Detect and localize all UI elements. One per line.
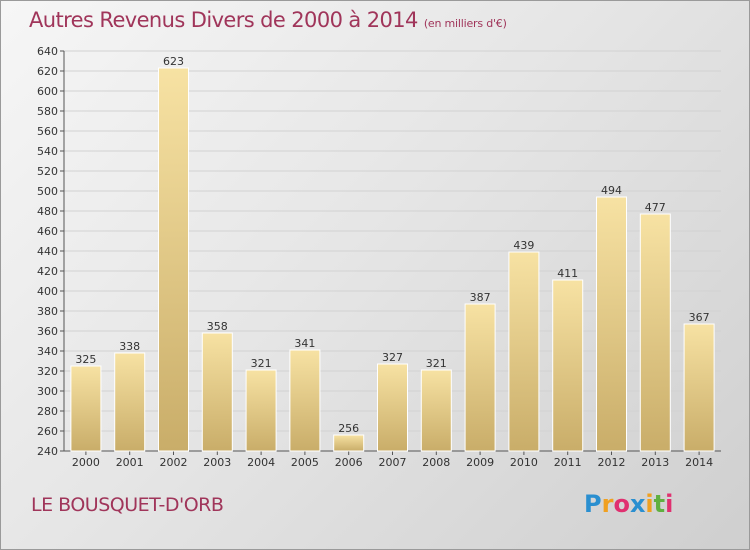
data-label: 321 xyxy=(251,357,272,370)
y-tick-label: 280 xyxy=(37,405,58,418)
logo-letter: r xyxy=(601,490,614,518)
logo-letter: t xyxy=(653,490,666,518)
x-tick-label: 2010 xyxy=(510,456,538,469)
data-label: 327 xyxy=(382,351,403,364)
bar-2009 xyxy=(464,303,496,452)
data-label: 321 xyxy=(426,357,447,370)
x-tick-label: 2003 xyxy=(203,456,231,469)
x-tick-label: 2000 xyxy=(72,456,100,469)
y-tick-label: 420 xyxy=(37,265,58,278)
bar-2001 xyxy=(114,352,146,452)
x-tick-label: 2011 xyxy=(554,456,582,469)
y-tick-label: 460 xyxy=(37,225,58,238)
data-label: 338 xyxy=(119,340,140,353)
data-label: 341 xyxy=(294,337,315,350)
data-label: 494 xyxy=(601,184,622,197)
x-tick-label: 2012 xyxy=(598,456,626,469)
bar-2007 xyxy=(377,363,408,452)
bar-2010 xyxy=(508,251,540,452)
bar-2005 xyxy=(289,349,321,452)
x-tick-label: 2001 xyxy=(116,456,144,469)
x-tick-label: 2002 xyxy=(160,456,188,469)
y-tick-label: 360 xyxy=(37,325,58,338)
bar-2012 xyxy=(596,196,627,452)
y-tick-label: 400 xyxy=(37,285,58,298)
y-tick-label: 520 xyxy=(37,165,58,178)
proxiti-logo[interactable]: Proxiti xyxy=(584,490,673,518)
x-tick-label: 2005 xyxy=(291,456,319,469)
logo-letter: x xyxy=(629,490,646,518)
x-tick-label: 2009 xyxy=(466,456,494,469)
y-tick-label: 580 xyxy=(37,105,58,118)
bar-2000 xyxy=(70,365,102,452)
bar-2002 xyxy=(158,67,189,452)
bar-2013 xyxy=(639,213,671,452)
data-label: 367 xyxy=(689,311,710,324)
data-label: 358 xyxy=(207,320,228,333)
y-tick-label: 620 xyxy=(37,65,58,78)
bars xyxy=(70,67,715,452)
x-tick-label: 2013 xyxy=(641,456,669,469)
y-tick-label: 260 xyxy=(37,425,58,438)
bar-2014 xyxy=(683,323,715,452)
bar-2004 xyxy=(245,369,277,452)
bar-2008 xyxy=(420,369,452,452)
logo-letter: i xyxy=(645,490,654,518)
bar-2006 xyxy=(333,434,365,452)
y-tick-label: 440 xyxy=(37,245,58,258)
data-label: 256 xyxy=(338,422,359,435)
y-tick-label: 640 xyxy=(37,45,58,58)
logo-letter: i xyxy=(665,490,674,518)
labels: 240 260 280 300 320 340 360 380 400 420 440 460 480 5… xyxy=(37,45,713,469)
y-tick-label: 300 xyxy=(37,385,58,398)
title-row: Autres Revenus Divers de 2000 à 2014 (en … xyxy=(29,8,507,32)
logo-letter: o xyxy=(613,490,630,518)
y-tick-label: 340 xyxy=(37,345,58,358)
y-tick-label: 540 xyxy=(37,145,58,158)
bar-2011 xyxy=(552,279,584,452)
y-tick-label: 600 xyxy=(37,85,58,98)
x-tick-label: 2007 xyxy=(379,456,407,469)
data-label: 477 xyxy=(645,201,666,214)
place-name: LE BOUSQUET-D'ORB xyxy=(31,494,224,516)
y-tick-label: 320 xyxy=(37,365,58,378)
data-label: 439 xyxy=(513,239,534,252)
chart-title: Autres Revenus Divers de 2000 à 2014 xyxy=(29,8,418,32)
logo-letter: P xyxy=(584,490,602,518)
data-label: 325 xyxy=(75,353,96,366)
x-tick-label: 2014 xyxy=(685,456,713,469)
data-label: 387 xyxy=(470,291,491,304)
chart-subtitle: (en milliers d'€) xyxy=(423,17,507,30)
bar-2003 xyxy=(201,332,233,452)
x-tick-label: 2006 xyxy=(335,456,363,469)
x-tick-label: 2008 xyxy=(422,456,450,469)
data-label: 623 xyxy=(163,55,184,68)
x-tick-label: 2004 xyxy=(247,456,275,469)
y-tick-label: 560 xyxy=(37,125,58,138)
data-label: 411 xyxy=(557,267,578,280)
y-tick-label: 500 xyxy=(37,185,58,198)
y-tick-label: 480 xyxy=(37,205,58,218)
y-tick-label: 240 xyxy=(37,445,58,458)
y-tick-label: 380 xyxy=(37,305,58,318)
